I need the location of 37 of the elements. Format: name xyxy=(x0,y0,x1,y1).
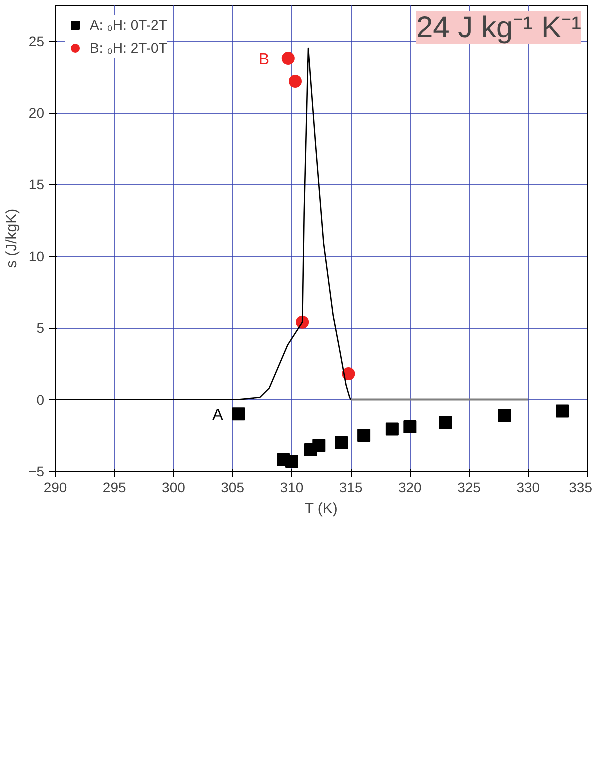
point xyxy=(282,52,295,66)
point xyxy=(312,439,326,452)
x-tick-label: 315 xyxy=(339,480,363,496)
point xyxy=(288,75,302,88)
x-tick-label: 290 xyxy=(44,480,68,496)
y-tick-label: 25 xyxy=(28,33,45,50)
point xyxy=(404,420,417,434)
y-tick-label: −5 xyxy=(28,464,45,480)
y-axis-title: s (J/kgK) xyxy=(4,208,21,268)
point xyxy=(342,368,356,380)
y-tick-label: 15 xyxy=(28,176,45,193)
legend-label: B: ₀H: 2T-0T xyxy=(90,40,168,56)
x-tick-label: 320 xyxy=(398,480,422,496)
point xyxy=(498,409,512,422)
legend-label: A: ₀H: 0T-2T xyxy=(90,17,168,33)
x-tick-label: 305 xyxy=(221,480,245,496)
point xyxy=(439,416,452,430)
annotation: 24 J kg⁻¹ K⁻¹ xyxy=(416,12,582,44)
point xyxy=(232,408,246,421)
x-tick-label: 295 xyxy=(102,480,127,496)
point xyxy=(285,454,298,468)
point xyxy=(556,404,570,418)
y-tick-label: 5 xyxy=(36,320,45,336)
y-tick-label: 20 xyxy=(28,105,45,122)
annotation: B xyxy=(258,52,270,69)
point xyxy=(335,436,348,450)
x-tick-label: 330 xyxy=(516,480,540,496)
x-tick-label: 300 xyxy=(162,480,186,496)
point xyxy=(386,422,399,436)
x-tick-label: 335 xyxy=(569,480,592,496)
annotation: A xyxy=(212,406,224,424)
y-tick-label: 10 xyxy=(28,248,45,264)
x-tick-label: 325 xyxy=(458,480,482,496)
x-tick-label: 310 xyxy=(280,480,304,496)
x-axis-title: T (K) xyxy=(304,500,338,518)
point xyxy=(358,429,371,442)
y-tick-label: 0 xyxy=(36,392,45,408)
